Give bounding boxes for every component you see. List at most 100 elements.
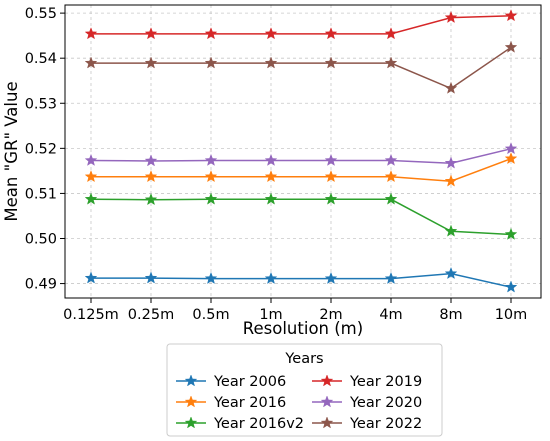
data-point (264, 170, 278, 183)
data-point (144, 271, 158, 284)
data-point (504, 142, 518, 155)
data-point (264, 192, 278, 205)
x-tick-label: 0.5m (192, 307, 229, 323)
x-tick-label: 1m (259, 307, 282, 323)
data-point (144, 193, 158, 206)
legend-marker (184, 374, 198, 387)
series-4 (84, 9, 518, 40)
y-axis-label: Mean "GR" Value (2, 81, 21, 221)
legend-item: Year 2022 (312, 416, 422, 432)
legend-box (166, 343, 443, 437)
data-point (204, 153, 218, 166)
data-point (84, 27, 98, 40)
legend-items: Year 2006 Year 2016 Year 2016v2 Year 2019 Ye… (176, 374, 422, 432)
series-2 (84, 151, 518, 187)
plot-frame (64, 4, 542, 299)
data-point (504, 151, 518, 165)
y-tick-label: 0.55 (25, 6, 57, 22)
data-point (264, 27, 278, 40)
legend-marker (184, 416, 198, 429)
legend-item: Year 2019 (312, 374, 422, 390)
data-point (264, 271, 278, 285)
legend-marker (320, 416, 334, 429)
legend-item: Year 2006 (176, 374, 286, 390)
data-point (384, 153, 398, 166)
data-point (264, 153, 278, 166)
data-point (444, 266, 458, 280)
series-line (91, 15, 512, 35)
data-point (504, 9, 518, 22)
x-axis-label: Resolution (m) (243, 319, 363, 338)
data-point (84, 153, 98, 166)
data-point (144, 154, 158, 167)
data-point (504, 227, 518, 240)
legend-label: Year 2016v2 (213, 416, 304, 432)
data-point (384, 170, 398, 183)
x-tick-label: 10m (495, 307, 528, 323)
data-point (204, 271, 218, 285)
x-tick-label: 0.125m (63, 307, 119, 323)
series-line (90, 198, 512, 236)
data-point (504, 280, 518, 293)
data-point (384, 271, 398, 285)
data-point (324, 271, 338, 285)
legend-label: Year 2022 (349, 416, 422, 432)
legend-label: Year 2020 (349, 395, 422, 411)
x-tick-label: 2m (319, 307, 342, 323)
legend-item: Year 2020 (312, 395, 422, 411)
data-point (384, 56, 398, 69)
y-tick-label: 0.51 (25, 186, 57, 202)
data-point (144, 170, 158, 183)
series-line (91, 46, 512, 90)
data-point (324, 170, 338, 183)
data-point (84, 56, 98, 69)
y-tick-label: 0.54 (25, 51, 57, 67)
legend-label: Year 2019 (349, 374, 422, 390)
series-line (90, 148, 512, 164)
series-1 (84, 266, 518, 293)
y-tick-label: 0.53 (25, 96, 57, 112)
x-tick-label: 4m (379, 307, 402, 323)
data-point (444, 81, 458, 94)
series-line (91, 158, 512, 183)
series-line (91, 272, 512, 288)
data-point (204, 27, 218, 40)
y-tick-label: 0.49 (25, 277, 57, 293)
y-tick-label: 0.52 (25, 141, 57, 157)
data-point (84, 170, 98, 183)
data-point (204, 56, 218, 69)
y-tick-label: 0.50 (25, 231, 57, 247)
legend-marker (320, 395, 334, 408)
series-3 (84, 192, 518, 240)
legend-label: Year 2006 (213, 374, 286, 390)
data-point (444, 10, 458, 24)
data-point (84, 192, 98, 205)
data-point (84, 271, 98, 284)
series-6 (84, 40, 518, 94)
y-axis: 0.49 0.50 0.51 0.52 0.53 0.54 0.55 (25, 6, 65, 293)
legend-item: Year 2016v2 (176, 416, 304, 432)
data-point (444, 174, 458, 187)
series-5 (84, 142, 518, 169)
data-point (264, 56, 278, 69)
data-point (444, 156, 458, 169)
data-point (144, 56, 158, 69)
x-axis: 0.125m 0.25m 0.5m 1m 2m 4m 8m 10m (63, 298, 527, 323)
series-layer (84, 9, 518, 293)
data-point (324, 27, 338, 40)
legend-marker (184, 395, 198, 408)
legend-item: Year 2016 (176, 395, 286, 411)
x-tick-label: 0.25m (128, 307, 174, 323)
legend-title: Years (284, 351, 323, 367)
data-point (504, 40, 518, 53)
data-point (324, 192, 338, 205)
data-point (384, 27, 398, 40)
data-point (144, 27, 158, 40)
data-point (204, 192, 218, 205)
grid (65, 5, 541, 298)
x-tick-label: 8m (439, 307, 462, 323)
data-point (204, 170, 218, 183)
legend-label: Year 2016 (213, 395, 286, 411)
